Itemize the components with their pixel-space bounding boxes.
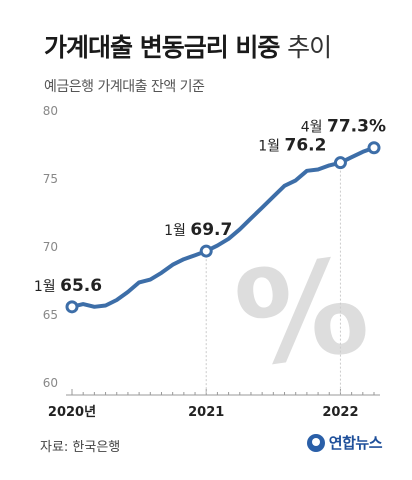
- data-label-value: 77.3%: [327, 117, 386, 137]
- data-label-value: 65.6: [60, 276, 102, 296]
- y-tick-label: 60: [43, 376, 58, 390]
- data-point-marker: [199, 244, 213, 258]
- percent-watermark: %: [227, 229, 377, 398]
- title-suffix: 추이: [287, 33, 332, 62]
- title-main: 가계대출 변동금리 비중: [44, 33, 280, 62]
- data-label-value: 76.2: [284, 136, 326, 156]
- y-tick-label: 65: [43, 308, 58, 322]
- data-label-month: 1월: [34, 279, 60, 295]
- data-label-value: 69.7: [190, 220, 232, 240]
- data-label-month: 1월: [258, 139, 284, 155]
- data-label-month: 1월: [164, 223, 190, 239]
- logo-text: 연합뉴스: [328, 434, 383, 452]
- y-tick-label: 70: [43, 240, 58, 254]
- x-tick-label: 2021: [188, 405, 224, 420]
- data-label-month: 4월: [301, 120, 327, 136]
- data-point-marker: [367, 141, 381, 155]
- chart-subtitle: 예금은행 가계대출 잔액 기준: [44, 79, 205, 95]
- x-tick-label: 2022: [322, 405, 358, 420]
- publisher-logo: 연합뉴스: [306, 432, 383, 453]
- yonhap-logo-icon: [306, 433, 325, 452]
- x-tick-label: 2020년: [48, 405, 96, 420]
- y-tick-label: 75: [43, 172, 58, 186]
- data-label: 1월 65.6: [34, 276, 102, 296]
- source-note: 자료: 한국은행: [40, 440, 121, 455]
- data-label: 4월 77.3%: [301, 117, 386, 137]
- data-label: 1월 76.2: [258, 136, 326, 156]
- chart-title: 가계대출 변동금리 비중 추이: [44, 28, 332, 64]
- data-point-marker: [65, 300, 79, 314]
- series-line: [70, 145, 376, 309]
- y-tick-label: 80: [43, 104, 58, 118]
- data-label: 1월 69.7: [164, 220, 232, 240]
- data-point-marker: [333, 156, 347, 170]
